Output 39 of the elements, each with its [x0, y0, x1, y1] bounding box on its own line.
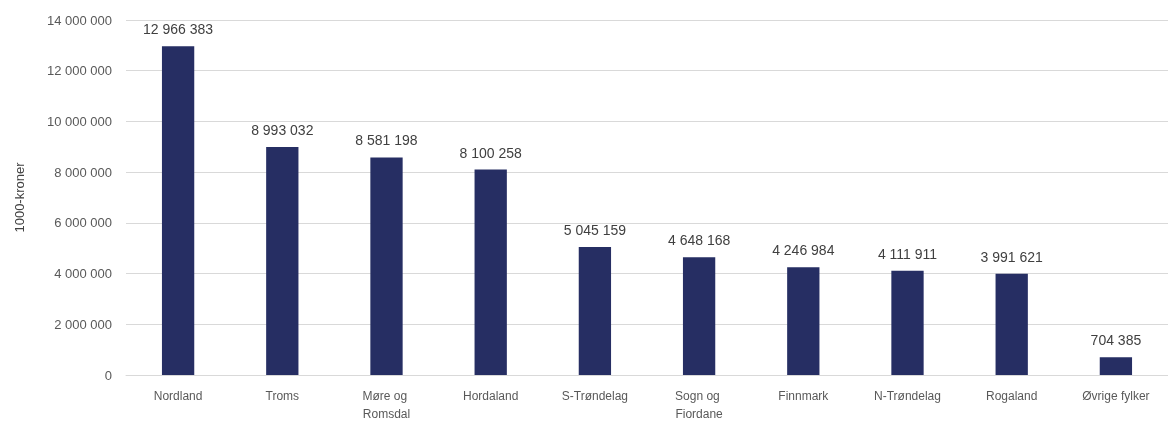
data-label: 4 111 911: [877, 245, 938, 262]
bar: [1099, 357, 1133, 375]
bar: [266, 146, 299, 375]
bar: [891, 270, 924, 375]
x-tick-label: Troms: [265, 389, 300, 403]
y-tick-label: 14 000 000: [46, 12, 112, 28]
bar: [787, 267, 820, 375]
bar: [161, 46, 195, 375]
x-tick-label: S-Trøndelag: [561, 389, 629, 403]
data-label: 8 100 258: [459, 144, 523, 161]
y-tick-label: 10 000 000: [46, 113, 112, 129]
bar: [370, 157, 403, 375]
data-label: 8 993 032: [251, 121, 314, 138]
bar: [682, 257, 716, 375]
y-tick-label: 8 000 000: [54, 164, 112, 180]
data-label: 12 966 383: [143, 21, 214, 38]
data-label: 4 246 984: [772, 242, 835, 259]
x-tick-label: Møre og Romsdal: [362, 389, 411, 421]
data-label: 3 991 621: [980, 248, 1044, 265]
data-label: 704 385: [1090, 332, 1142, 349]
y-tick-label: 0: [104, 367, 112, 383]
bar: [995, 273, 1028, 375]
data-label: 5 045 159: [563, 222, 627, 239]
x-tick-label: Finnmark: [778, 389, 830, 403]
x-tick-label: Øvrige fylker: [1082, 389, 1150, 403]
x-tick-label: N-Trøndelag: [874, 389, 941, 403]
data-label: 4 648 168: [667, 232, 731, 249]
bar: [474, 169, 507, 375]
x-tick-label: Rogaland: [986, 389, 1038, 403]
x-tick-label: Hordaland: [463, 389, 519, 403]
y-tick-label: 4 000 000: [54, 266, 112, 282]
x-tick-label: Nordland: [153, 389, 203, 403]
y-tick-label: 6 000 000: [54, 215, 112, 231]
y-tick-label: 12 000 000: [46, 63, 112, 79]
data-label: 8 581 198: [355, 132, 418, 149]
y-axis-title: 1000-kroner: [12, 161, 27, 233]
y-tick-label: 2 000 000: [54, 316, 112, 332]
x-tick-label: Sogn og Fiordane: [675, 389, 724, 421]
bar: [578, 247, 612, 375]
